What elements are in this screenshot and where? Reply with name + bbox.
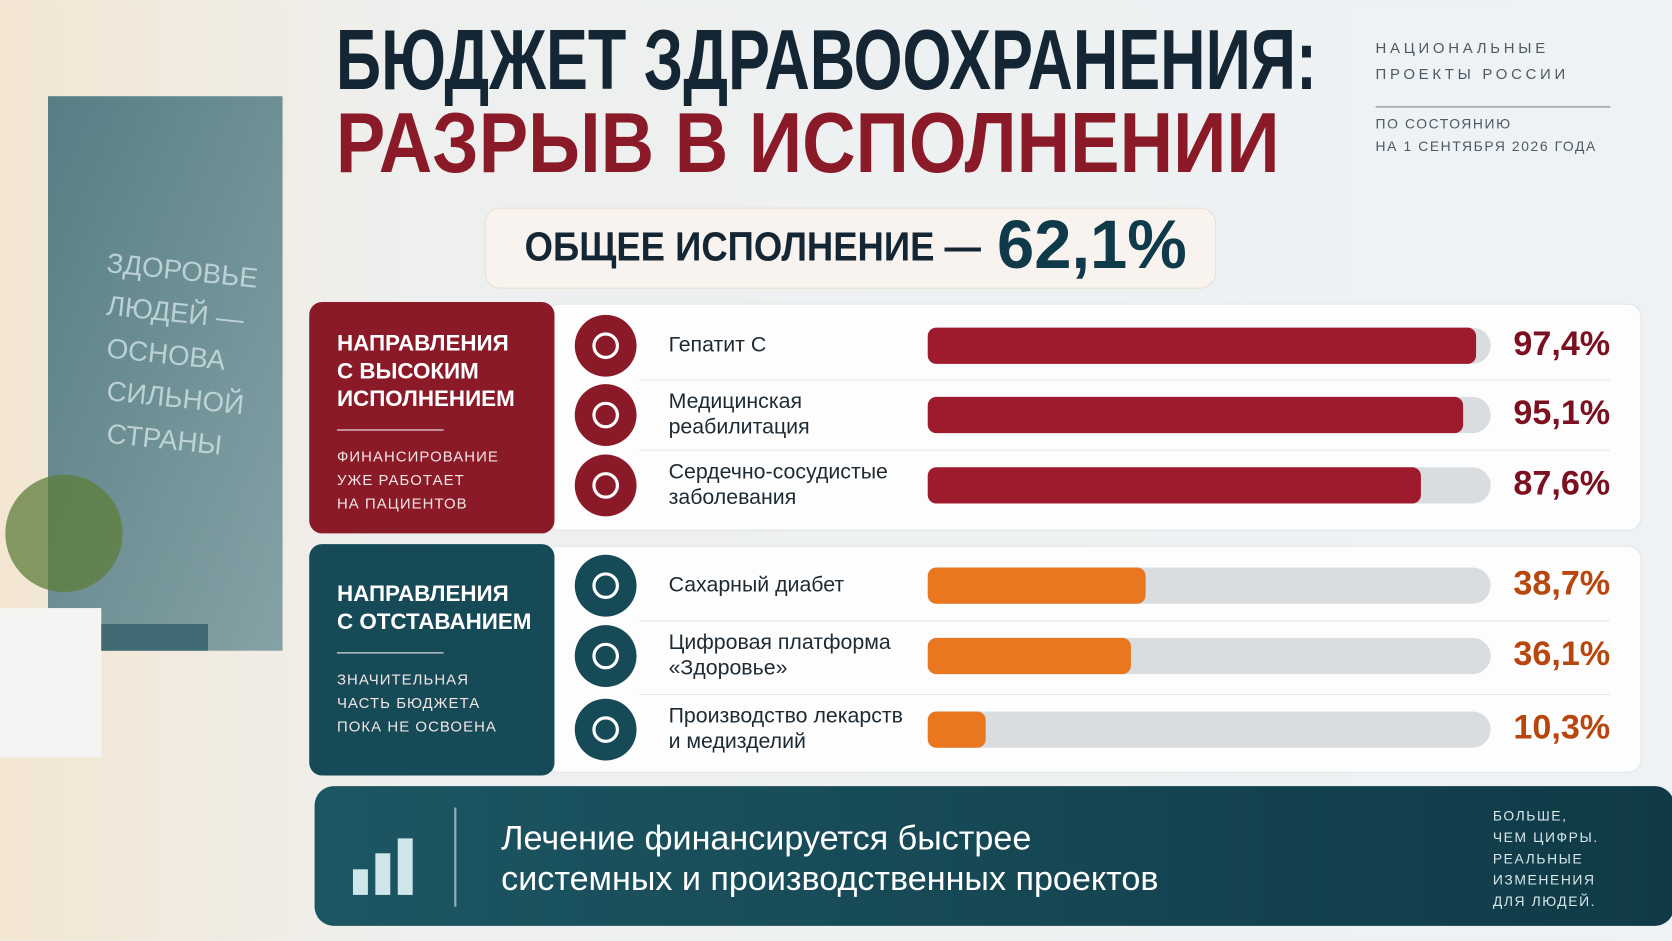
item-label: Гепатит С [669,332,767,356]
plant [5,474,123,593]
group-note: ФИНАНСИРОВАНИЕ [337,449,499,466]
footer-side-line: БОЛЬШЕ, [1493,808,1568,824]
item-label: Производство лекарств [669,703,903,727]
bar-track [927,711,1491,748]
group-note: ПОКА НЕ ОСВОЕНА [337,718,497,735]
footer-line: Лечение финансируется быстрее [501,820,1031,858]
group-note: УЖЕ РАБОТАЕТ [337,472,465,489]
group-title: НАПРАВЛЕНИЯ [337,331,509,356]
footer-side-line: ЧЕМ ЦИФРЫ. [1493,829,1599,845]
total-value: 62,1% [997,207,1187,283]
total-pill [484,207,1217,289]
value-label: 87,6% [1513,464,1610,502]
item-icon [574,625,637,687]
value-label: 36,1% [1513,635,1610,673]
item-icon [574,384,637,446]
group-header [309,544,555,776]
value-label: 95,1% [1513,394,1610,432]
bar [927,327,1477,364]
group-title: НАПРАВЛЕНИЯ [337,581,509,606]
item-label: и медизделий [669,729,806,753]
item-label: Медицинская [669,389,802,413]
source-line: ПРОЕКТЫ РОССИИ [1376,66,1569,83]
item-label: заболевания [669,485,797,509]
date-line: ПО СОСТОЯНИЮ [1376,116,1512,132]
title-line: БЮДЖЕТ ЗДРАВООХРАНЕНИЯ: [336,13,1317,108]
item-icon-glyph [592,472,620,499]
group-title: С ОТСТАВАНИЕМ [337,609,531,634]
chart-icon [352,838,413,895]
footer-line: системных и производственных проектов [501,860,1158,898]
footer-panel [314,786,1672,926]
item-icon-glyph [592,332,620,360]
item-icon-glyph [592,572,620,599]
footer-side-line: ДЛЯ ЛЮДЕЙ. [1493,892,1596,909]
item-icon [574,554,637,617]
value-label: 38,7% [1513,565,1610,603]
value-label: 10,3% [1513,709,1610,747]
item-icon-glyph [592,642,620,670]
group-title: ИСПОЛНЕНИЕМ [337,386,515,411]
item-icon-glyph [592,401,620,429]
group-header [309,302,555,534]
source-line: НАЦИОНАЛЬНЫЕ [1376,40,1549,57]
item-label: Сахарный диабет [669,572,845,596]
total-label: ОБЩЕЕ ИСПОЛНЕНИЕ — [525,223,982,269]
footer-side-line: РЕАЛЬНЫЕ [1493,850,1584,866]
item-label: «Здоровье» [669,655,788,679]
footer-side-line: ИЗМЕНЕНИЯ [1493,872,1596,888]
value-label: 97,4% [1513,325,1610,363]
item-icon [574,454,637,517]
item-icon [574,698,637,761]
bar [927,567,1146,604]
bar [927,467,1421,504]
item-icon [574,314,637,377]
item-label: Цифровая платформа [669,630,891,654]
item-label: Сердечно-сосудистые [669,459,888,483]
group-title: С ВЫСОКИМ [337,358,479,383]
date-line: НА 1 СЕНТЯБРЯ 2026 ГОДА [1376,138,1597,154]
bench [101,624,208,651]
bar [927,396,1464,434]
bar [927,637,1131,675]
item-label: реабилитация [669,414,810,438]
group-note: НА ПАЦИЕНТОВ [337,496,468,513]
bar [927,711,986,748]
reception-desk [0,608,102,758]
item-icon-glyph [592,716,620,743]
group-note: ЧАСТЬ БЮДЖЕТА [337,695,480,712]
group-note: ЗНАЧИТЕЛЬНАЯ [337,672,469,689]
title-line: РАЗРЫВ В ИСПОЛНЕНИИ [336,96,1280,191]
